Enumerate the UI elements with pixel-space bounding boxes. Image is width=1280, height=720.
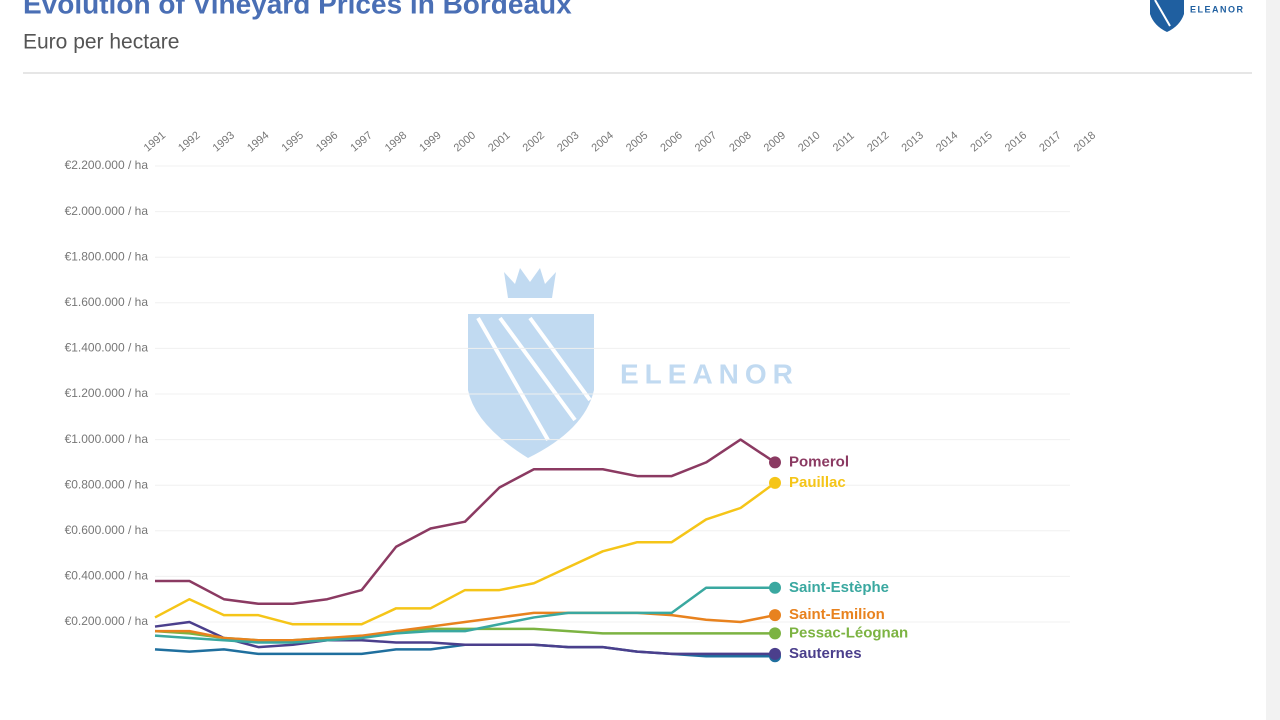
x-tick-label: 2018 [1072, 129, 1098, 154]
chart-title: Evolution of Vineyard Prices in Bordeaux [23, 0, 572, 19]
y-tick-label: €0.800.000 / ha [65, 477, 149, 491]
x-tick-label: 2007 [693, 129, 719, 154]
end-dot [769, 609, 781, 622]
x-tick-label: 1999 [417, 129, 443, 154]
end-dot [769, 456, 781, 469]
x-tick-label: 1991 [142, 129, 168, 154]
watermark-text: ELEANOR [620, 358, 799, 389]
series-line [154, 586, 775, 644]
end-dot [769, 581, 781, 594]
x-tick-label: 2017 [1037, 129, 1063, 154]
series-label: Saint-Emilion [789, 606, 885, 623]
x-tick-label: 2005 [624, 129, 650, 154]
series-line [154, 481, 776, 626]
series-line [155, 611, 776, 642]
x-tick-label: 2001 [486, 129, 512, 154]
x-tick-label: 2011 [831, 130, 857, 154]
x-tick-label: 1995 [279, 129, 305, 154]
series-label: Pomerol [789, 453, 849, 470]
y-tick-label: €1.600.000 / ha [65, 295, 149, 309]
y-tick-label: €2.200.000 / ha [65, 158, 149, 172]
x-tick-label: 1993 [211, 129, 237, 154]
chart-subtitle: Euro per hectare [23, 31, 179, 54]
x-tick-label: 1994 [245, 129, 271, 154]
watermark-shield [468, 314, 594, 458]
x-tick-label: 2012 [865, 129, 891, 154]
y-tick-label: €1.000.000 / ha [65, 432, 149, 446]
x-tick-label: 2000 [452, 129, 478, 154]
y-tick-label: €0.400.000 / ha [65, 569, 149, 583]
x-tick-label: 1998 [383, 129, 409, 154]
series-label: Saint-Estèphe [789, 579, 889, 596]
x-tick-label: 2002 [521, 129, 547, 154]
x-tick-label: 2003 [555, 129, 581, 154]
y-tick-label: €0.600.000 / ha [65, 523, 149, 537]
x-tick-label: 2013 [899, 129, 925, 154]
end-dot [769, 476, 781, 489]
scrollbar [1266, 0, 1280, 720]
x-tick-label: 2008 [727, 129, 753, 154]
y-tick-label: €1.200.000 / ha [65, 386, 149, 400]
x-tick-label: 1996 [314, 129, 340, 154]
y-tick-label: €2.000.000 / ha [65, 204, 149, 218]
series-line [154, 620, 775, 656]
end-dot [769, 647, 781, 660]
logo-text: ELEANOR [1190, 4, 1245, 14]
series-line [155, 438, 776, 606]
x-tick-label: 2009 [762, 129, 788, 154]
x-tick-label: 2004 [589, 129, 615, 154]
watermark: ELEANOR [468, 268, 799, 458]
y-tick-label: €1.800.000 / ha [65, 249, 149, 263]
x-tick-label: 1997 [348, 129, 374, 154]
y-tick-label: €0.200.000 / ha [65, 614, 149, 628]
x-tick-label: 2014 [934, 129, 960, 154]
series-label: Pauillac [789, 474, 846, 491]
watermark-crown [504, 268, 556, 298]
logo-shield [1150, 0, 1184, 32]
series-label: Pessac-Léognan [789, 624, 908, 641]
logo-stripe [1154, 0, 1171, 27]
logo: ELEANOR [1150, 0, 1245, 32]
series-label: Sauternes [789, 645, 862, 662]
grid [155, 165, 1070, 623]
x-tick-label: 2006 [658, 129, 684, 154]
x-tick-label: 2010 [796, 129, 822, 154]
x-tick-label: 2016 [1003, 129, 1029, 154]
watermark-stripes [476, 316, 592, 441]
x-tick-label: 1992 [176, 129, 202, 154]
end-dot [769, 627, 781, 640]
x-tick-label: 2015 [968, 129, 994, 154]
y-tick-label: €1.400.000 / ha [65, 341, 149, 355]
